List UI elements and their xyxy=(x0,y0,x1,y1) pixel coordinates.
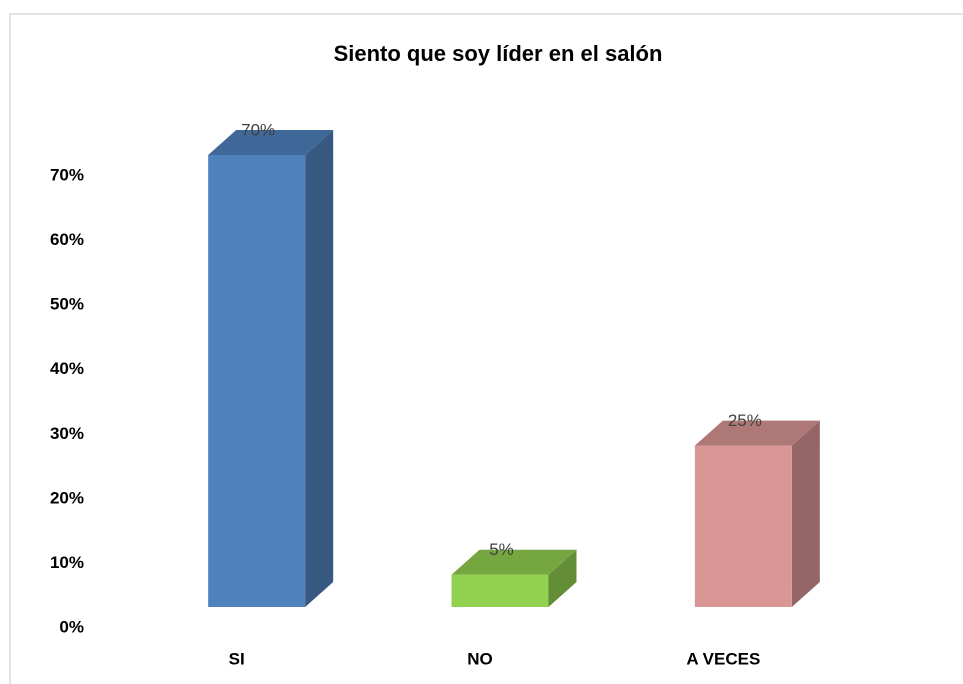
bar-top xyxy=(694,420,820,446)
bar xyxy=(451,574,549,607)
value-label: 5% xyxy=(489,540,514,559)
y-tick-label: 70% xyxy=(50,165,84,184)
value-label: 70% xyxy=(241,120,275,139)
x-tick-label: NO xyxy=(467,649,493,668)
bar-side xyxy=(305,130,334,607)
x-tick-label: SI xyxy=(229,649,245,668)
bar-side xyxy=(791,420,820,607)
y-tick-label: 20% xyxy=(50,488,84,507)
bar-top xyxy=(451,549,577,575)
y-tick-label: 0% xyxy=(59,617,84,636)
y-tick-label: 30% xyxy=(50,424,84,443)
chart-frame xyxy=(9,13,963,684)
y-tick-label: 50% xyxy=(50,295,84,314)
chart-title: Siento que soy líder en el salón xyxy=(334,41,663,66)
bar xyxy=(694,445,792,607)
value-label: 25% xyxy=(728,411,762,430)
y-tick-label: 60% xyxy=(50,230,84,249)
y-tick-label: 40% xyxy=(50,359,84,378)
bar xyxy=(208,155,306,607)
x-tick-label: A VECES xyxy=(686,649,760,668)
bar-side xyxy=(548,549,577,607)
y-tick-label: 10% xyxy=(50,553,84,572)
bar-top xyxy=(208,130,334,155)
